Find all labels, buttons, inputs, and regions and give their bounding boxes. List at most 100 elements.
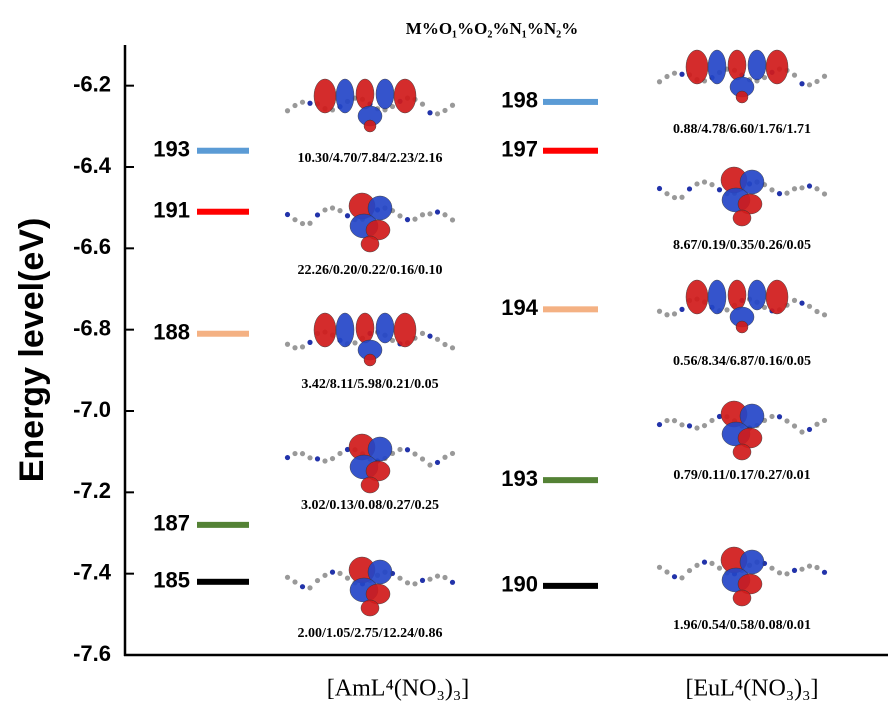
orbital-picture [656,166,828,227]
atom [806,82,813,88]
orbital-lobe [732,209,752,227]
y-tick-label: -6.6 [73,234,111,259]
atom [449,579,456,585]
orbital-picture [284,556,456,617]
atom [806,426,813,433]
atom [671,574,678,580]
y-tick-label: -7.4 [73,559,112,584]
atom [427,110,433,116]
atom [337,450,343,457]
group-label: [EuL⁴(NO₃)₃] [685,676,818,702]
atom [656,564,663,570]
atom [442,341,448,348]
orbital-picture [284,312,456,367]
atom [679,575,685,581]
atom [419,101,426,107]
energy-level [197,578,249,585]
orbital-lobe [732,589,752,607]
atom [814,78,820,85]
atom [434,209,441,215]
atom [799,429,805,435]
orbital-lobe [747,279,767,311]
atom [299,451,306,457]
atom [292,450,298,457]
orbital-lobe [685,49,709,85]
atom [769,413,775,420]
energy-level [543,306,598,313]
atom [307,220,313,226]
atom [769,187,775,193]
orbital-lobe [355,312,375,344]
orbital-lobe [313,78,337,114]
atom [769,565,775,571]
atom [344,213,351,219]
atom [656,421,663,428]
orbital-lobe [765,49,789,85]
atom [709,560,715,566]
orbital-lobe [747,49,767,81]
atom [299,344,306,350]
atom [442,107,448,114]
atom [821,569,828,575]
orbital-picture [656,49,828,104]
atom [821,312,828,318]
orbital-lobe [360,599,380,617]
level-label: 187 [153,511,190,536]
atom [404,217,411,223]
atom [307,585,313,591]
atom [686,423,693,429]
orbital-lobe [360,476,380,494]
atom [791,297,798,303]
orbital-lobe [355,78,375,110]
atom [776,191,783,197]
orbital-picture [656,400,828,461]
composition-label: 1.96/0.54/0.58/0.08/0.01 [673,618,811,633]
atom [806,303,813,309]
atom [434,336,441,342]
orbital-lobe [765,279,789,315]
group-label: [AmL⁴(NO₃)₃] [327,676,469,702]
atom [799,185,805,191]
atom [716,187,723,193]
orbital-lobe [363,353,377,367]
orbital-picture [284,192,456,253]
composition-label: 0.79/0.11/0.17/0.27/0.01 [673,468,810,483]
atom [442,454,448,460]
atom [299,99,306,105]
atom [434,459,441,466]
atom [656,308,663,314]
chart-title: M%O₁%O₂%N₁%N₂% [406,19,578,38]
atom [397,446,403,453]
atom [449,217,456,223]
atom [449,102,456,108]
level-label: 191 [153,198,190,223]
atom [694,562,700,568]
composition-label: 3.02/0.13/0.08/0.27/0.25 [301,498,439,513]
atom [427,462,433,468]
atom [671,70,678,76]
y-tick-label: -6.8 [73,315,111,340]
composition-label: 0.88/4.78/6.60/1.76/1.71 [673,122,811,137]
energy-level [197,330,249,337]
atom [427,333,433,339]
atom [314,212,321,218]
orbital-lobe [393,312,417,348]
atom [664,417,670,424]
atom [709,182,715,188]
composition-label: 8.67/0.19/0.35/0.26/0.05 [673,238,811,253]
atom [344,446,351,453]
atom [404,447,411,453]
atom [716,413,723,420]
orbital-lobe [735,320,749,334]
atom [814,186,820,192]
level-label: 194 [501,295,538,320]
orbital-lobe [375,78,395,110]
atom [791,72,798,78]
atom [427,211,433,217]
atom [784,418,790,424]
atom [679,194,685,200]
atom [821,73,828,79]
atom [664,73,670,80]
orbital-lobe [707,279,727,315]
